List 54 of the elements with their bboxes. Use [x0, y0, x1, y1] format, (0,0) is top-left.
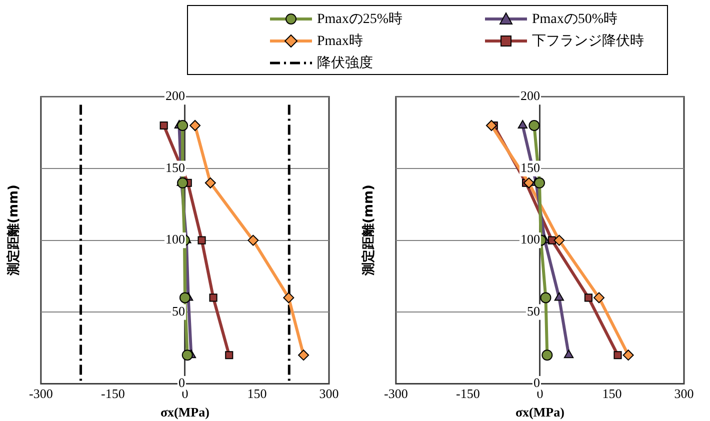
point: [160, 121, 168, 130]
point: [542, 350, 553, 361]
x-tick-label: -300: [28, 386, 53, 402]
point: [594, 292, 605, 304]
point: [190, 120, 201, 131]
point: [584, 294, 592, 302]
point: [622, 350, 634, 361]
point: [528, 120, 540, 131]
point: [614, 351, 622, 360]
x-tick-label: -150: [101, 386, 125, 402]
x-axis-title: σx(MPa): [515, 404, 564, 420]
y-tick-label: 200: [165, 88, 185, 104]
point: [179, 292, 190, 304]
point: [564, 350, 574, 358]
y-tick-label: 100: [165, 232, 185, 247]
point: [248, 234, 259, 246]
point: [554, 234, 565, 246]
legend-label: Pmax時: [317, 32, 363, 50]
point: [486, 120, 497, 131]
y-tick-label: 0: [533, 375, 540, 390]
y-tick-label: 200: [520, 88, 540, 104]
y-tick-label: 100: [520, 232, 540, 247]
y-tick-label: 50: [526, 303, 540, 318]
point: [540, 292, 552, 304]
point: [177, 177, 188, 188]
x-axis-title: σx(MPa): [160, 404, 210, 420]
x-tick-label: 300: [319, 386, 339, 402]
x-tick-label: 150: [247, 386, 267, 402]
point: [182, 350, 193, 361]
legend-label: 下フランジ降伏時: [532, 32, 644, 50]
y-tick-label: 150: [165, 160, 185, 175]
y-axis-title: 測定距離(mm): [5, 184, 22, 276]
point: [518, 120, 528, 128]
y-tick-label: 0: [178, 375, 185, 390]
y-tick-label: 50: [172, 303, 185, 318]
point: [209, 294, 218, 302]
x-tick-label: -150: [456, 386, 480, 402]
point: [204, 177, 216, 188]
point: [554, 292, 564, 301]
x-tick-label: -300: [384, 386, 408, 402]
point: [225, 351, 234, 360]
y-tick-label: 150: [520, 160, 540, 175]
y-axis-title: 測定距離(mm): [360, 184, 377, 276]
point: [534, 177, 545, 188]
point: [523, 177, 534, 188]
legend-label: Pmaxの25%時: [317, 10, 403, 28]
x-tick-label: 300: [674, 386, 694, 402]
legend-label: Pmaxの50%時: [532, 10, 618, 28]
legend-label: 降伏強度: [317, 54, 373, 72]
point: [198, 236, 206, 244]
point: [298, 350, 310, 361]
point: [177, 120, 188, 131]
point: [283, 292, 294, 304]
x-tick-label: 150: [602, 386, 622, 402]
